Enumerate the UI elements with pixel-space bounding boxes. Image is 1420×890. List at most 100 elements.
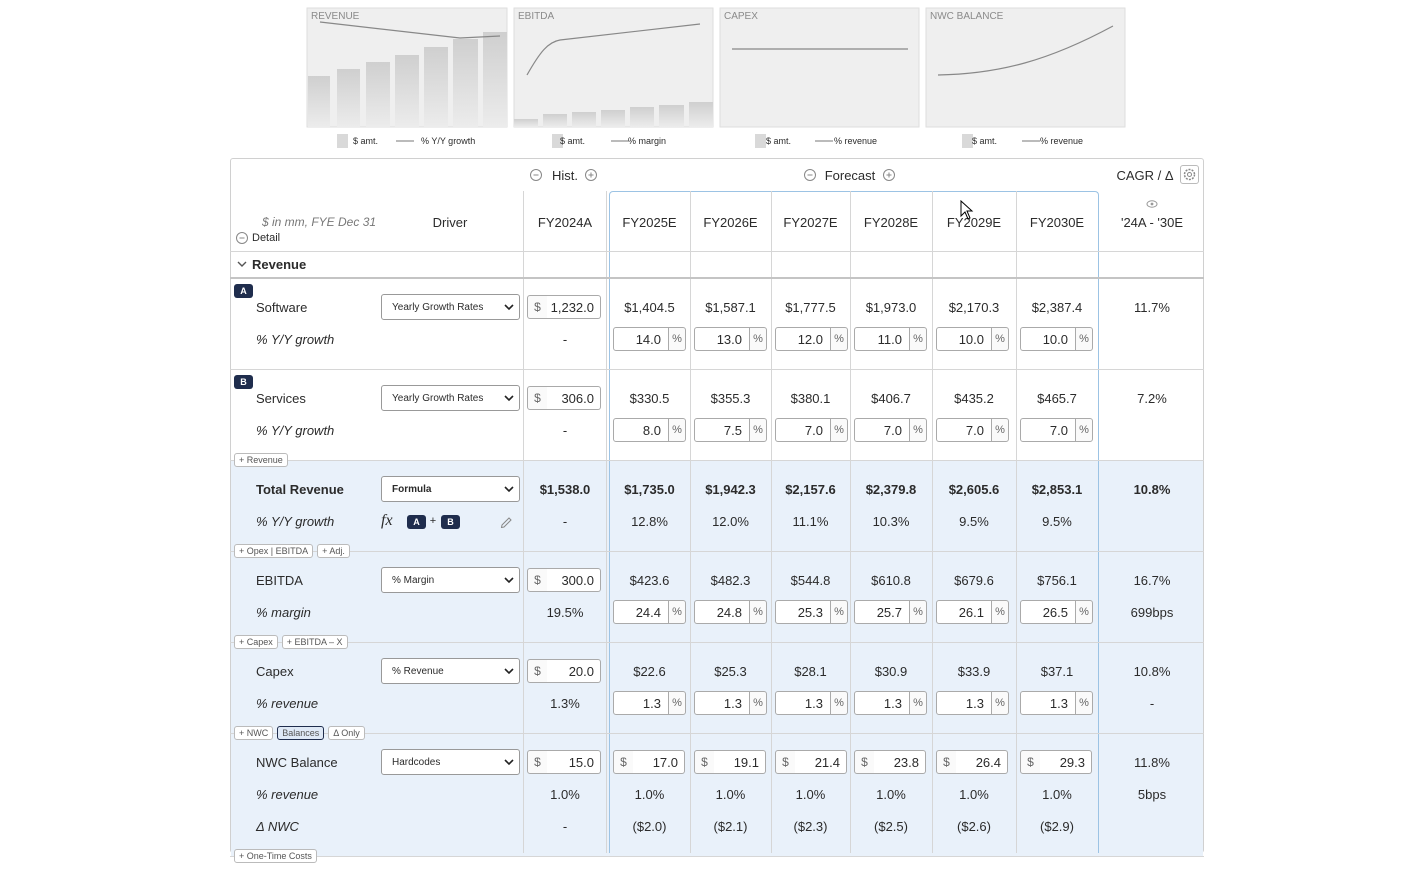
input-cell[interactable]: 7.0 — [775, 418, 831, 442]
value-cell: 1.0% — [634, 786, 665, 802]
input-cell[interactable]: 24.8 — [694, 600, 750, 624]
input-cell[interactable]: 7.0 — [854, 418, 910, 442]
value-cell: $423.6 — [629, 572, 670, 588]
expand-forecast[interactable] — [882, 168, 896, 182]
row-divider — [230, 642, 1204, 643]
section-chevron[interactable] — [236, 258, 248, 270]
currency-box: $ — [527, 295, 548, 319]
input-cell[interactable]: 1.3 — [613, 691, 669, 715]
input-cell[interactable]: 20.0 — [547, 659, 601, 683]
input-cell[interactable]: 1.3 — [1020, 691, 1076, 715]
input-cell[interactable]: 14.0 — [613, 327, 669, 351]
input-cell[interactable]: 12.0 — [775, 327, 831, 351]
value-cell: $1,538.0 — [539, 481, 591, 497]
value-cell: ($2.6) — [957, 818, 991, 834]
detail-label[interactable]: Detail — [252, 232, 281, 244]
input-cell[interactable]: 19.1 — [714, 750, 766, 774]
tag-button[interactable]: Δ Only — [328, 726, 365, 740]
sparkline-title: NWC BALANCE — [930, 10, 1004, 22]
input-cell[interactable]: 26.4 — [956, 750, 1008, 774]
tag-button[interactable]: + One-Time Costs — [234, 849, 317, 863]
value-cell: $756.1 — [1037, 572, 1077, 588]
input-cell[interactable]: 7.0 — [1020, 418, 1076, 442]
tag-button[interactable]: + Capex — [234, 635, 278, 649]
input-cell[interactable]: 7.5 — [694, 418, 750, 442]
tag-button[interactable]: Balances — [277, 726, 325, 740]
currency-box: $ — [527, 750, 548, 774]
input-cell[interactable]: 10.0 — [936, 327, 992, 351]
column-divider — [850, 191, 851, 853]
value-cell: $2,170.3 — [948, 299, 1000, 315]
input-cell[interactable]: 13.0 — [694, 327, 750, 351]
input-cell[interactable]: 306.0 — [547, 386, 601, 410]
tag-button[interactable]: + Adj. — [317, 544, 350, 558]
collapse-hist[interactable] — [529, 168, 543, 182]
cagr-cell: 699bps — [1130, 604, 1174, 620]
input-cell[interactable]: 26.5 — [1020, 600, 1076, 624]
percent-box: % — [668, 600, 686, 624]
percent-box: % — [991, 327, 1009, 351]
input-cell[interactable]: 11.0 — [854, 327, 910, 351]
input-cell[interactable]: 300.0 — [547, 568, 601, 592]
value-cell: $1,942.3 — [705, 481, 756, 497]
input-cell[interactable]: 1.3 — [854, 691, 910, 715]
row-label: Δ NWC — [256, 818, 299, 834]
driver-select[interactable]: Yearly Growth Rates — [381, 294, 520, 320]
currency-box: $ — [527, 386, 548, 410]
visibility-icon[interactable] — [1145, 198, 1159, 210]
driver-select[interactable]: Yearly Growth Rates — [381, 385, 520, 411]
percent-box: % — [749, 418, 767, 442]
input-cell[interactable]: 26.1 — [936, 600, 992, 624]
tag-group: + Opex | EBITDA + Adj. — [234, 544, 350, 558]
tag-button[interactable]: + NWC — [234, 726, 274, 740]
input-cell[interactable]: 24.4 — [613, 600, 669, 624]
driver-select[interactable]: % Margin — [381, 567, 520, 593]
row-label: Total Revenue — [256, 481, 344, 497]
column-divider — [932, 191, 933, 853]
percent-box: % — [909, 418, 927, 442]
percent-box: % — [909, 327, 927, 351]
tag-button[interactable]: + EBITDA – X — [281, 635, 348, 649]
edit-formula[interactable] — [500, 515, 513, 528]
input-cell[interactable]: 29.3 — [1040, 750, 1092, 774]
driver-header: Driver — [432, 214, 468, 230]
input-cell[interactable]: 1,232.0 — [547, 295, 601, 319]
units-label: $ in mm, FYE Dec 31 — [262, 215, 377, 229]
currency-box: $ — [854, 750, 875, 774]
driver-select[interactable]: % Revenue — [381, 658, 520, 684]
input-cell[interactable]: 1.3 — [775, 691, 831, 715]
input-cell[interactable]: 10.0 — [1020, 327, 1076, 351]
driver-select[interactable]: Hardcodes — [381, 749, 520, 775]
input-cell[interactable]: 8.0 — [613, 418, 669, 442]
percent-box: % — [830, 691, 848, 715]
driver-select[interactable]: Formula — [381, 476, 520, 502]
value-cell: $610.8 — [871, 572, 911, 588]
detail-toggle[interactable] — [235, 231, 249, 245]
value-cell: $1,404.5 — [624, 299, 675, 315]
input-cell[interactable]: 23.8 — [874, 750, 926, 774]
input-cell[interactable]: 15.0 — [547, 750, 601, 774]
gear-icon — [1183, 168, 1196, 181]
settings-button[interactable] — [1180, 165, 1199, 184]
currency-box: $ — [613, 750, 634, 774]
collapse-forecast[interactable] — [803, 168, 817, 182]
tag-group: + One-Time Costs — [234, 849, 317, 863]
value-cell: 19.5% — [546, 604, 584, 620]
input-cell[interactable]: 1.3 — [694, 691, 750, 715]
percent-box: % — [991, 418, 1009, 442]
percent-box: % — [749, 327, 767, 351]
input-cell[interactable]: 1.3 — [936, 691, 992, 715]
input-cell[interactable]: 21.4 — [795, 750, 847, 774]
value-cell: $1,587.1 — [705, 299, 756, 315]
column-divider — [1016, 191, 1017, 853]
tag-group: + Capex + EBITDA – X — [234, 635, 348, 649]
tag-button[interactable]: + Revenue — [234, 453, 288, 467]
input-cell[interactable]: 25.7 — [854, 600, 910, 624]
section-title: Revenue — [252, 256, 307, 272]
input-cell[interactable]: 7.0 — [936, 418, 992, 442]
tag-button[interactable]: + Opex | EBITDA — [234, 544, 314, 558]
expand-hist[interactable] — [584, 168, 598, 182]
driver-value: Yearly Growth Rates — [392, 301, 484, 313]
input-cell[interactable]: 17.0 — [633, 750, 685, 774]
input-cell[interactable]: 25.3 — [775, 600, 831, 624]
